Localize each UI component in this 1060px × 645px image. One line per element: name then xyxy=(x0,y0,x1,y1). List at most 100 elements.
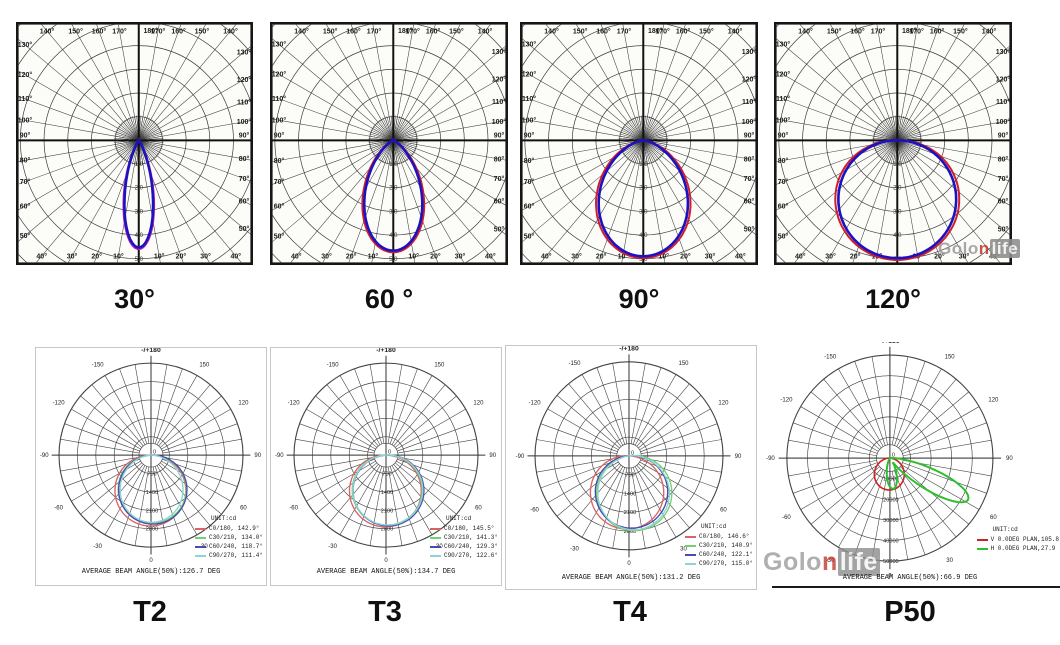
svg-text:120: 120 xyxy=(718,400,729,406)
svg-text:2800: 2800 xyxy=(381,527,393,533)
svg-text:120°: 120° xyxy=(492,76,507,84)
legend-swatch xyxy=(684,553,696,556)
svg-text:50000: 50000 xyxy=(883,559,899,565)
legend-swatch xyxy=(976,538,988,541)
svg-text:2100: 2100 xyxy=(624,510,636,516)
legend-item: C30/210, 134.0° xyxy=(194,533,263,542)
svg-text:170°: 170° xyxy=(151,27,166,35)
svg-text:1.0: 1.0 xyxy=(639,162,648,168)
svg-text:60°: 60° xyxy=(998,198,1009,206)
svg-text:160°: 160° xyxy=(676,27,691,35)
svg-text:1400: 1400 xyxy=(381,490,393,496)
polar-chart-beam-60: 1.0 2.0 3.0 4.0 5.0 10° 10° 20° 20° 30° 30° 40° 40° 5… xyxy=(270,22,508,265)
svg-text:20°: 20° xyxy=(430,252,441,260)
svg-text:30°: 30° xyxy=(321,252,332,260)
svg-text:120°: 120° xyxy=(522,71,537,79)
svg-text:-90: -90 xyxy=(275,453,284,459)
svg-text:80°: 80° xyxy=(274,157,285,165)
svg-text:100°: 100° xyxy=(237,118,252,126)
beam-120-caption: 120° xyxy=(865,284,921,314)
svg-text:-60: -60 xyxy=(289,506,298,512)
svg-text:150°: 150° xyxy=(573,27,588,35)
svg-text:110°: 110° xyxy=(18,95,32,103)
svg-text:-60: -60 xyxy=(782,515,791,521)
svg-text:1.0: 1.0 xyxy=(135,162,144,168)
p50-legend: UNIT:cd V 0.0DEG PLAN,105.8 H 0.0DEG PLA… xyxy=(976,525,1059,553)
legend-swatch xyxy=(976,547,988,550)
polar-chart-t2: -/+180-150-120-90-60-3003060901201507001… xyxy=(36,347,266,585)
svg-text:90°: 90° xyxy=(524,131,535,139)
svg-text:130°: 130° xyxy=(522,41,537,49)
legend-swatch xyxy=(684,535,696,538)
unit-label: UNIT:cd xyxy=(992,526,1018,533)
svg-text:90: 90 xyxy=(735,454,742,460)
svg-text:100°: 100° xyxy=(996,118,1011,126)
legend-item: V 0.0DEG PLAN,105.8 xyxy=(976,535,1059,544)
legend-label: C30/210, 134.0° xyxy=(208,534,263,541)
svg-text:30°: 30° xyxy=(571,252,582,260)
svg-text:110°: 110° xyxy=(522,95,536,103)
legend-swatch xyxy=(194,536,206,539)
legend-label: H 0.0DEG PLAN,27.9 xyxy=(990,545,1056,552)
p50-panel: -/+180 -150 -120 -90 -60 -30 0 30 60 90 120 150 1000… xyxy=(760,338,1060,590)
polar-chart-p50: -/+180 -150 -120 -90 -60 -30 0 30 60 90 120 150 1000… xyxy=(760,338,1060,590)
svg-text:30°: 30° xyxy=(200,252,211,260)
watermark-text: Golo xyxy=(938,239,979,258)
legend-label: C0/180, 142.9° xyxy=(208,525,260,532)
svg-text:-/+180: -/+180 xyxy=(376,348,396,354)
svg-text:0: 0 xyxy=(388,450,391,456)
t2-caption: T2 xyxy=(133,596,167,628)
svg-text:180°: 180° xyxy=(902,27,917,35)
svg-text:3.0: 3.0 xyxy=(893,209,902,215)
svg-text:70°: 70° xyxy=(744,175,755,183)
p50-caption: P50 xyxy=(884,596,936,628)
svg-text:140°: 140° xyxy=(728,27,743,35)
svg-text:130°: 130° xyxy=(492,48,507,56)
svg-text:110°: 110° xyxy=(776,95,790,103)
svg-text:40°: 40° xyxy=(485,252,496,260)
svg-text:180°: 180° xyxy=(398,27,413,35)
svg-text:150°: 150° xyxy=(953,27,968,35)
svg-text:50°: 50° xyxy=(998,225,1009,233)
svg-text:3.0: 3.0 xyxy=(639,209,648,215)
svg-text:10°: 10° xyxy=(113,252,124,260)
svg-text:10000: 10000 xyxy=(883,477,899,483)
svg-text:150: 150 xyxy=(434,362,445,368)
legend-label: C60/240, 118.7° xyxy=(208,543,263,550)
svg-text:150°: 150° xyxy=(195,27,210,35)
svg-text:5.0: 5.0 xyxy=(389,257,398,263)
legend-item: C0/180, 146.6° xyxy=(684,532,753,541)
svg-text:5.0: 5.0 xyxy=(639,257,648,263)
polar-chart-t3: -/+180-150-120-90-60-3003060901201507001… xyxy=(271,347,501,585)
beam90-svg: 1.0 2.0 3.0 4.0 5.0 10° 10° 20° 20° 30° 30° 40° 40° 5… xyxy=(520,22,758,265)
svg-text:700: 700 xyxy=(625,473,634,479)
svg-text:110°: 110° xyxy=(492,98,506,106)
legend-label: C90/270, 111.4° xyxy=(208,552,263,559)
svg-text:120°: 120° xyxy=(776,71,791,79)
unit-label: UNIT:cd xyxy=(700,523,727,530)
svg-text:40°: 40° xyxy=(735,252,746,260)
svg-text:-/+180: -/+180 xyxy=(619,346,639,352)
svg-text:40°: 40° xyxy=(231,252,242,260)
svg-text:90°: 90° xyxy=(744,131,755,139)
svg-text:4.0: 4.0 xyxy=(135,233,144,239)
svg-text:170°: 170° xyxy=(655,27,670,35)
svg-text:70°: 70° xyxy=(524,178,535,186)
svg-text:40°: 40° xyxy=(795,252,806,260)
svg-text:80°: 80° xyxy=(744,155,755,163)
svg-text:60°: 60° xyxy=(20,202,31,210)
svg-text:90°: 90° xyxy=(998,131,1009,139)
legend-swatch xyxy=(194,545,206,548)
svg-text:150°: 150° xyxy=(68,27,83,35)
svg-text:20°: 20° xyxy=(346,252,357,260)
svg-text:-150: -150 xyxy=(327,362,340,368)
svg-text:700: 700 xyxy=(147,472,156,478)
polar-chart-t4: -/+180 -150 -120 -90 -60 -30 0 30 60 90 120 150 700 1… xyxy=(506,345,756,589)
svg-text:4.0: 4.0 xyxy=(893,233,902,239)
svg-text:90°: 90° xyxy=(239,131,250,139)
svg-text:-60: -60 xyxy=(530,507,539,513)
svg-text:170°: 170° xyxy=(871,27,886,35)
svg-text:20°: 20° xyxy=(850,252,861,260)
